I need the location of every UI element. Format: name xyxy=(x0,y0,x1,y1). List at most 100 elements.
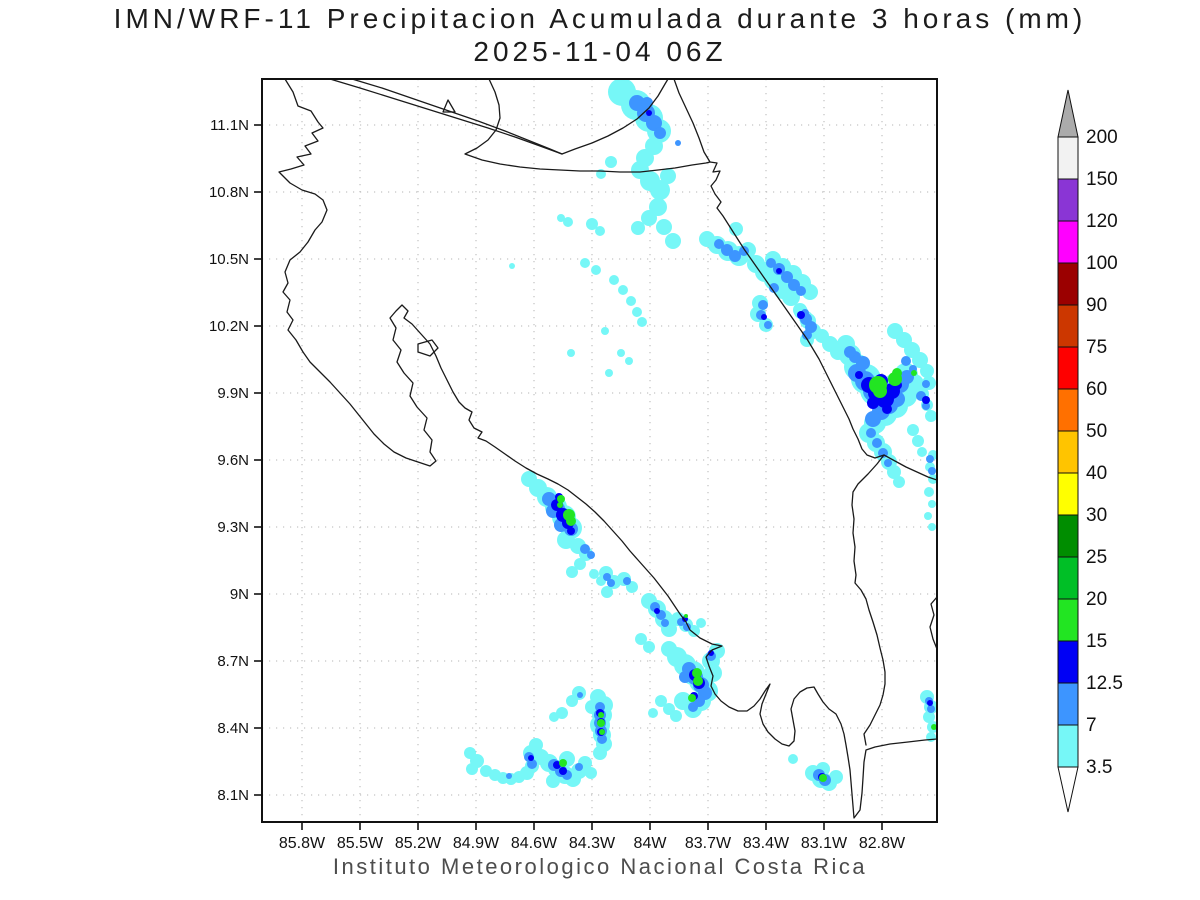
precip-blob-moderate xyxy=(872,438,882,448)
precipitation-field xyxy=(464,79,937,791)
precip-blob-light xyxy=(625,357,633,365)
lat-tick-label: 8.7N xyxy=(217,653,249,670)
precip-blob-light xyxy=(665,233,681,249)
precip-blob-moderate xyxy=(575,763,583,771)
colorbar-tick-label: 15 xyxy=(1086,631,1107,652)
axis-ticks-and-labels: 85.8W 85.5W 85.2W 84.9W 84.6W 84.3W 84W 83.7W 83… xyxy=(209,117,906,852)
colorbar-segment xyxy=(1057,682,1079,726)
precip-blob-moderate xyxy=(587,551,595,559)
precip-blob-light xyxy=(893,476,905,488)
precip-blob-light xyxy=(586,218,598,230)
colorbar-segment xyxy=(1057,724,1079,768)
precip-blob-intense xyxy=(692,668,702,678)
precip-blob-moderate xyxy=(796,286,806,296)
plot-title-line2: 2025-11-04 06Z xyxy=(473,36,727,67)
precip-blob-light xyxy=(609,275,619,285)
colorbar-over-arrow xyxy=(1057,89,1079,138)
lon-tick-label: 82.8W xyxy=(859,835,906,852)
precip-blob-light xyxy=(605,156,617,168)
precip-blob-light xyxy=(670,710,682,722)
colorbar-tick-label: 75 xyxy=(1086,337,1107,358)
precip-blob-heavy xyxy=(882,404,892,414)
precip-blob-light xyxy=(466,763,478,775)
coastline-caribbean-border xyxy=(673,79,886,746)
precip-blob-moderate xyxy=(506,773,512,779)
lake-shoreline-a xyxy=(329,79,669,155)
precip-blob-moderate xyxy=(802,330,812,340)
colorbar-segment xyxy=(1057,136,1079,180)
lat-tick-label: 9N xyxy=(230,586,249,603)
precip-blob-moderate xyxy=(769,283,779,293)
map-frame xyxy=(261,78,938,823)
island-outline xyxy=(442,99,456,113)
precip-blob-light xyxy=(618,285,628,295)
precip-blob-light xyxy=(566,566,578,578)
precip-blob-intense xyxy=(873,384,887,398)
lon-tick-label: 84.6W xyxy=(511,835,558,852)
precip-blob-moderate xyxy=(714,239,724,249)
precip-blob-light xyxy=(574,558,586,570)
precip-blob-intense xyxy=(693,676,703,686)
precip-blob-light xyxy=(648,708,658,718)
precip-blob-moderate xyxy=(675,140,681,146)
colorbar-tick-label: 7 xyxy=(1086,715,1097,736)
precip-blob-moderate xyxy=(661,619,669,627)
precip-blob-light xyxy=(563,217,573,227)
precip-blob-light xyxy=(509,263,515,269)
colorbar-segment xyxy=(1057,430,1079,474)
precip-blob-light xyxy=(585,700,599,714)
precip-blob-moderate xyxy=(607,579,615,587)
precip-blob-moderate xyxy=(603,573,611,581)
precip-blob-moderate xyxy=(805,321,817,333)
precip-blob-light xyxy=(631,221,645,235)
lon-tick-label: 84W xyxy=(634,835,668,852)
colorbar-tick-label: 40 xyxy=(1086,463,1107,484)
lon-tick-label: 85.5W xyxy=(337,835,384,852)
precip-blob-light xyxy=(556,707,568,719)
island-chira-outline xyxy=(417,339,439,357)
precip-blob-moderate xyxy=(580,544,590,554)
precip-blob-intense xyxy=(819,774,827,782)
precip-blob-intense xyxy=(598,712,604,718)
precip-blob-light xyxy=(589,569,599,579)
precip-blob-moderate xyxy=(901,356,911,366)
precip-blob-moderate xyxy=(927,705,935,713)
precip-blob-moderate xyxy=(527,759,537,769)
precip-blob-light xyxy=(595,226,605,236)
precip-blob-light xyxy=(632,307,642,317)
precip-blob-intense xyxy=(892,368,902,378)
lat-tick-label: 9.9N xyxy=(217,385,249,402)
colorbar-segment xyxy=(1057,178,1079,222)
precip-blob-moderate xyxy=(781,271,793,283)
colorbar-legend: 200 150 120 100 90 75 60 50 40 30 25 20 15 12.5 7 3.5 xyxy=(1057,89,1123,813)
colorbar-segment xyxy=(1057,262,1079,306)
colorbar-segment xyxy=(1057,220,1079,264)
lake-shoreline-b xyxy=(351,79,563,155)
precip-blob-light xyxy=(580,258,590,268)
precip-blob-light xyxy=(729,222,743,236)
precip-blob-light xyxy=(674,692,692,710)
precip-blob-heavy xyxy=(708,650,714,656)
colorbar-segment xyxy=(1057,640,1079,684)
precip-blob-intense xyxy=(557,502,563,508)
lat-tick-label: 8.4N xyxy=(217,720,249,737)
precip-blob-intense xyxy=(599,729,605,735)
precip-blob-moderate xyxy=(865,411,881,427)
precip-blob-light xyxy=(617,349,625,357)
precip-blob-moderate xyxy=(884,459,892,467)
lon-tick-label: 85.2W xyxy=(395,835,442,852)
lon-tick-label: 83.7W xyxy=(685,835,732,852)
precip-blob-heavy xyxy=(654,608,660,614)
colorbar-tick-label: 12.5 xyxy=(1086,673,1123,694)
colorbar-tick-label: 3.5 xyxy=(1086,757,1112,778)
lon-tick-label: 83.4W xyxy=(743,835,790,852)
precip-blob-light xyxy=(643,641,655,653)
precip-blob-light xyxy=(605,369,613,377)
precip-blob-light xyxy=(529,738,543,752)
precip-blob-light xyxy=(926,732,936,742)
precip-blob-light xyxy=(641,210,657,226)
colorbar-tick-label: 200 xyxy=(1086,127,1118,148)
colorbar-segment xyxy=(1057,472,1079,516)
